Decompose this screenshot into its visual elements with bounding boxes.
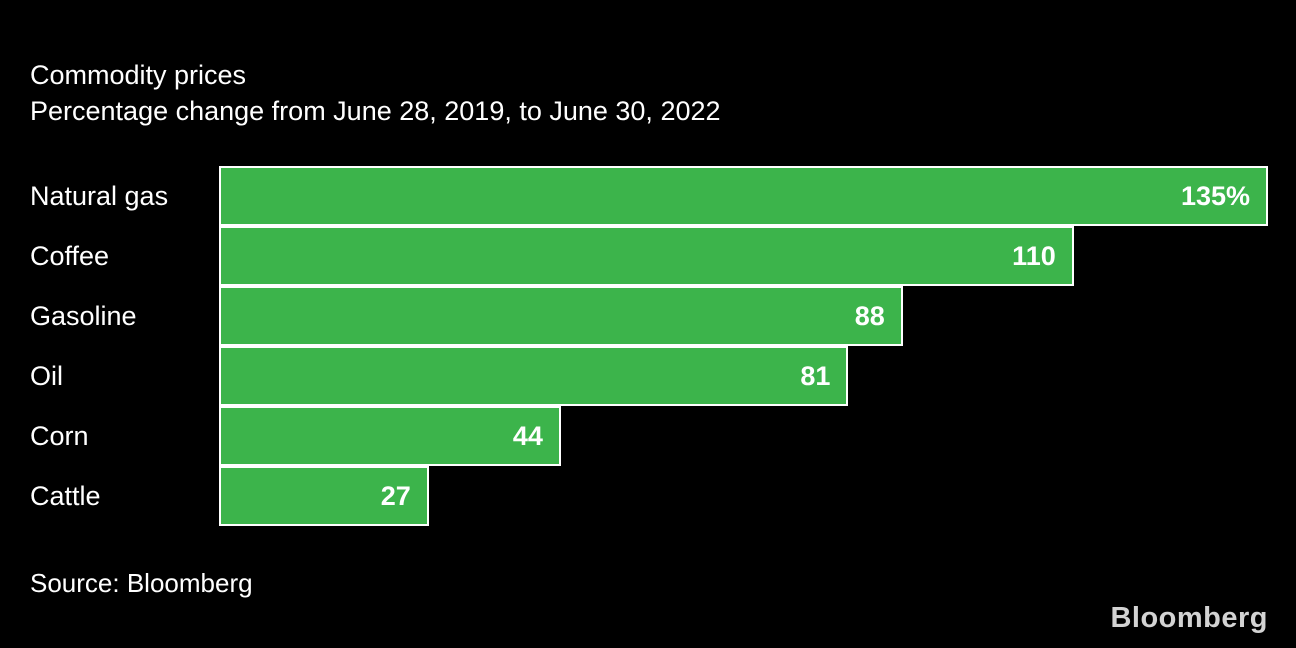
bar: 110 (219, 226, 1074, 286)
category-label: Oil (30, 360, 63, 391)
chart-title: Commodity prices (30, 60, 247, 90)
value-label: 88 (854, 300, 885, 331)
chart-subtitle: Percentage change from June 28, 2019, to… (30, 96, 721, 126)
value-label: 135% (1180, 180, 1250, 211)
bar: 44 (219, 406, 561, 466)
bar-track: 110 (219, 226, 1268, 286)
category-label: Coffee (30, 240, 110, 271)
bar-row: Oil 81 (0, 346, 1296, 406)
bar-track: 44 (219, 406, 1268, 466)
bar-row: Cattle 27 (0, 466, 1296, 526)
bar-track: 135% (219, 166, 1268, 226)
bar-track: 88 (219, 286, 1268, 346)
bar: 135% (219, 166, 1268, 226)
value-label: 110 (1012, 240, 1056, 271)
source-note: Source: Bloomberg (30, 568, 253, 598)
bloomberg-logo: Bloomberg (1110, 602, 1268, 634)
value-label: 27 (380, 480, 411, 511)
bar: 81 (219, 346, 849, 406)
chart-header: Commodity prices Percentage change from … (30, 57, 721, 129)
bar-row: Gasoline 88 (0, 286, 1296, 346)
bar-row: Coffee 110 (0, 226, 1296, 286)
category-label: Corn (30, 420, 89, 451)
value-label: 81 (800, 360, 831, 391)
category-label: Natural gas (30, 180, 169, 211)
category-label: Cattle (30, 480, 101, 511)
bar-track: 81 (219, 346, 1268, 406)
bar: 88 (219, 286, 903, 346)
category-label: Gasoline (30, 300, 137, 331)
value-label: 44 (512, 420, 543, 451)
bar-row: Corn 44 (0, 406, 1296, 466)
bar: 27 (219, 466, 429, 526)
bar-row: Natural gas 135% (0, 166, 1296, 226)
bar-track: 27 (219, 466, 1268, 526)
bar-chart: Natural gas 135% Coffee 110 Gasoline 88 Oil 81 C… (0, 166, 1296, 526)
